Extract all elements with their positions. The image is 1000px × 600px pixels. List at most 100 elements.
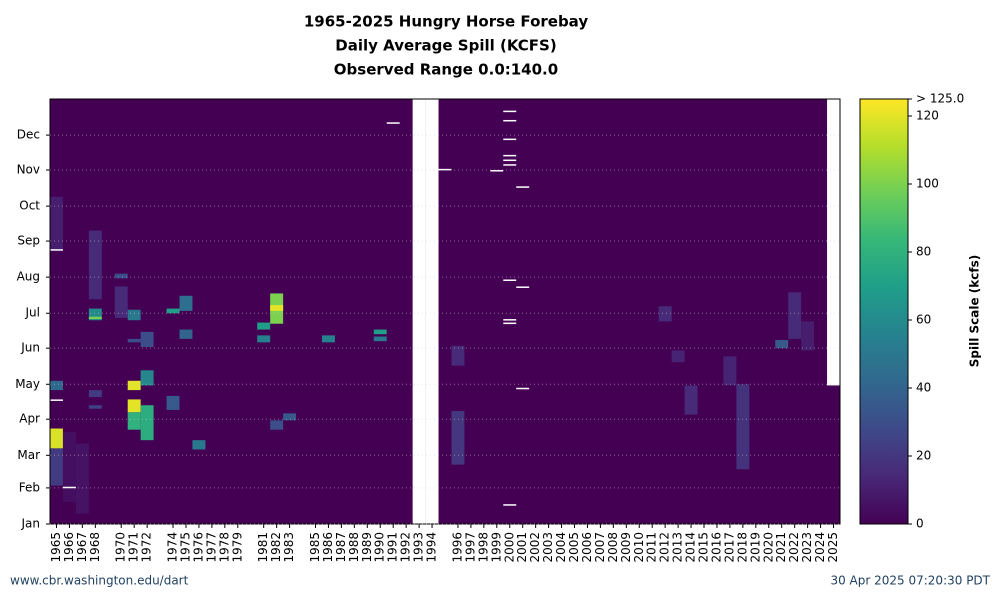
heat-cell: [75, 443, 89, 514]
missing-data: [516, 186, 530, 188]
missing-data: [503, 138, 517, 141]
heat-cell: [179, 295, 193, 311]
x-tick-label: 2017: [722, 532, 736, 563]
colorbar-tick-label: > 125.0: [916, 92, 964, 106]
chart-title: 1965-2025 Hungry Horse Forebay: [304, 13, 588, 31]
x-tick-label: 1981: [256, 532, 270, 563]
heat-cell: [179, 329, 193, 339]
x-tick-label: 1970: [114, 532, 128, 563]
missing-data: [503, 279, 517, 281]
y-tick-label: Jul: [25, 306, 40, 320]
x-tick-label: 1982: [269, 532, 283, 563]
y-tick-label: Jun: [20, 341, 40, 355]
missing-data: [50, 399, 63, 401]
x-tick-label: 1990: [373, 532, 387, 563]
x-tick-label: 2020: [761, 532, 775, 563]
x-tick-label: 2000: [502, 532, 516, 563]
heat-cell: [127, 380, 141, 391]
x-tick-label: 1987: [334, 532, 348, 563]
missing-data: [516, 286, 530, 288]
x-tick-label: 1983: [282, 532, 296, 563]
y-tick-label: May: [15, 377, 40, 391]
x-tick-label: 2019: [748, 532, 762, 563]
x-tick-label: 1968: [88, 532, 102, 563]
heat-cell: [270, 305, 284, 311]
heat-cell: [166, 395, 180, 410]
heat-cell: [373, 329, 387, 335]
heat-cell: [114, 273, 128, 279]
heat-cell: [140, 405, 154, 441]
x-tick-label: 1992: [399, 532, 413, 563]
x-tick-label: 2010: [632, 532, 646, 563]
x-tick-label: 2025: [826, 532, 840, 563]
x-tick-label: 2024: [813, 532, 827, 563]
missing-data: [412, 99, 426, 524]
x-tick-label: 1989: [360, 532, 374, 563]
x-tick-label: 1979: [230, 532, 244, 563]
x-tick-label: 2015: [697, 532, 711, 563]
x-tick-label: 1978: [217, 532, 231, 563]
heat-cell: [166, 308, 180, 314]
x-tick-label: 2013: [671, 532, 685, 563]
x-tick-label: 2007: [593, 532, 607, 563]
x-tick-label: 2012: [658, 532, 672, 563]
heat-cell: [192, 440, 206, 450]
x-tick-label: 1993: [412, 532, 426, 563]
chart-subtitle: Observed Range 0.0:140.0: [334, 61, 558, 79]
y-tick-label: Aug: [17, 270, 40, 284]
heat-cell: [62, 432, 76, 502]
x-tick-label: 2009: [619, 532, 633, 563]
x-tick-label: 2001: [515, 532, 529, 563]
missing-data: [490, 170, 504, 172]
colorbar-tick-label: 100: [916, 177, 939, 191]
heat-cell: [684, 385, 698, 415]
x-tick-label: 1991: [386, 532, 400, 563]
missing-data: [503, 319, 517, 321]
x-tick-label: 2021: [774, 532, 788, 563]
missing-data: [503, 154, 517, 157]
missing-data: [386, 122, 400, 124]
heat-cell: [451, 411, 465, 465]
heat-cell: [127, 412, 141, 430]
x-tick-label: 2011: [645, 532, 659, 563]
missing-data: [516, 387, 530, 390]
heat-cell: [88, 308, 102, 321]
heat-cell: [140, 331, 154, 348]
missing-data: [50, 249, 63, 251]
heat-cell: [50, 448, 63, 486]
y-tick-label: Apr: [19, 412, 40, 426]
heat-cell: [50, 428, 63, 449]
x-tick-label: 2003: [541, 532, 555, 563]
x-tick-label: 1999: [489, 532, 503, 563]
x-tick-label: 1971: [127, 532, 141, 563]
heat-cell: [50, 380, 63, 391]
heat-cell: [321, 335, 335, 343]
x-tick-label: 2006: [580, 532, 594, 563]
x-tick-label: 2002: [528, 532, 542, 563]
heat-cell: [88, 390, 102, 398]
x-tick-label: 2016: [709, 532, 723, 563]
x-tick-label: 2004: [554, 532, 568, 563]
heat-cell: [801, 321, 815, 351]
missing-data: [438, 168, 452, 171]
x-tick-label: 1997: [463, 532, 477, 563]
heat-cell: [671, 350, 685, 363]
colorbar-tick-label: 60: [916, 313, 931, 327]
missing-data: [503, 159, 517, 162]
x-tick-label: 1998: [476, 532, 490, 563]
x-tick-label: 1976: [191, 532, 205, 563]
x-tick-label: 1965: [49, 532, 63, 563]
heat-cell: [88, 405, 102, 409]
x-tick-label: 1985: [308, 532, 322, 563]
colorbar-tick-label: 120: [916, 109, 939, 123]
x-tick-label: 1996: [450, 532, 464, 563]
colorbar-label: Spill Scale (kcfs): [968, 255, 982, 367]
x-tick-label: 2014: [684, 532, 698, 563]
heat-cell: [140, 370, 154, 386]
missing-data: [503, 164, 517, 166]
x-tick-label: 1967: [75, 532, 89, 563]
heat-cell: [127, 399, 141, 413]
x-tick-label: 1988: [347, 532, 361, 563]
colorbar-tick-label: 40: [916, 381, 931, 395]
